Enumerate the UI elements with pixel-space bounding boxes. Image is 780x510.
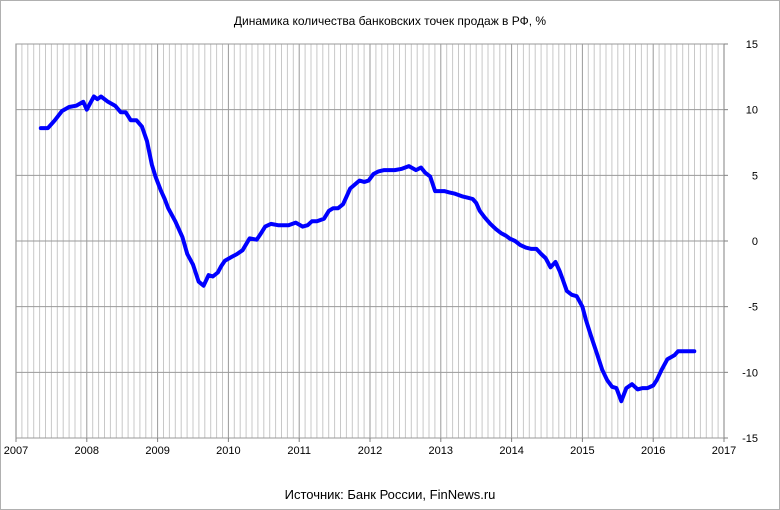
series-layer <box>38 94 697 404</box>
x-tick-label: 2009 <box>145 445 169 457</box>
x-tick-label: 2012 <box>358 445 382 457</box>
x-tick-label: 2011 <box>287 445 311 457</box>
x-tick-label: 2008 <box>75 445 99 457</box>
series-line-0 <box>38 94 697 404</box>
tick-labels: 2007 2008 2009 2010 2011 2012 2013 2014 2015 2016… <box>4 39 758 457</box>
x-tick-label: 2007 <box>4 445 28 457</box>
y-tick-label: -5 <box>748 302 758 314</box>
x-tick-label: 2014 <box>499 445 523 457</box>
x-tick-label: 2015 <box>570 445 594 457</box>
grid <box>16 43 724 439</box>
chart-title: Динамика количества банковских точек про… <box>233 14 547 28</box>
x-tick-label: 2010 <box>216 445 240 457</box>
y-tick-label: -10 <box>742 367 758 379</box>
chart-source: Источник: Банк России, FinNews.ru <box>284 487 496 502</box>
y-tick-label: 5 <box>752 170 758 182</box>
x-tick-label: 2017 <box>712 445 736 457</box>
y-tick-label: -15 <box>742 433 758 445</box>
y-tick-label: 15 <box>746 39 758 51</box>
y-tick-label: 10 <box>746 105 758 117</box>
x-tick-label: 2013 <box>429 445 453 457</box>
y-tick-label: 0 <box>752 236 758 248</box>
x-tick-label: 2016 <box>641 445 665 457</box>
